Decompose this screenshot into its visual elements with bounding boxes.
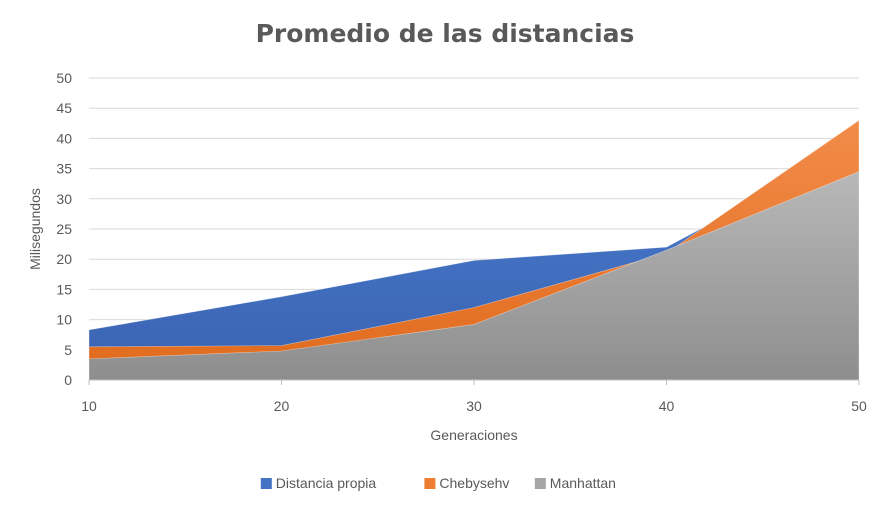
y-tick-label: 40 [56, 130, 72, 146]
y-tick-label: 5 [64, 342, 72, 358]
area-series-2 [88, 171, 860, 381]
x-tick-label: 50 [851, 398, 867, 414]
chart-title: Promedio de las distancias [256, 19, 635, 48]
y-tick-label: 0 [64, 372, 72, 388]
legend-swatch [424, 478, 436, 489]
y-tick-label: 50 [56, 70, 72, 86]
legend-label: Chebysehv [439, 475, 509, 491]
y-tick-label: 10 [56, 312, 72, 328]
y-tick-label: 15 [56, 281, 72, 297]
legend-swatch [260, 478, 272, 489]
x-tick-label: 20 [274, 398, 290, 414]
plot-area [88, 119, 860, 381]
x-tick-label: 30 [466, 398, 482, 414]
legend-label: Manhattan [550, 475, 616, 491]
y-tick-label: 20 [56, 251, 72, 267]
axes: 0 5 10 15 20 25 30 35 40 45 50 10 20 30 40 50 [56, 70, 867, 414]
y-tick-label: 30 [56, 191, 72, 207]
y-tick-label: 25 [56, 221, 72, 237]
y-tick-label: 45 [56, 100, 72, 116]
y-tick-label: 35 [56, 161, 72, 177]
x-tick-label: 40 [659, 398, 675, 414]
legend-swatch [534, 478, 546, 489]
x-tick-label: 10 [81, 398, 97, 414]
legend: Distancia propia Chebysehv Manhattan [260, 475, 616, 491]
y-axis-label: Milisegundos [27, 188, 43, 270]
legend-label: Distancia propia [276, 475, 377, 491]
x-axis-label: Generaciones [430, 427, 517, 443]
